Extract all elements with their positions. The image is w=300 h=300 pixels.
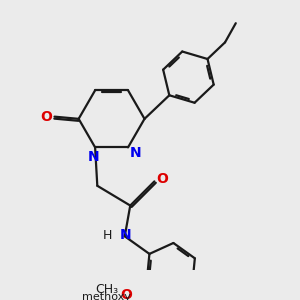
Text: O: O [40,110,52,124]
Text: CH₃: CH₃ [96,283,119,296]
Text: O: O [156,172,168,186]
Text: H: H [103,229,112,242]
Text: O: O [120,288,132,300]
Text: N: N [88,150,100,164]
Text: N: N [120,228,132,242]
Text: N: N [130,146,142,160]
Text: methoxy: methoxy [82,292,130,300]
